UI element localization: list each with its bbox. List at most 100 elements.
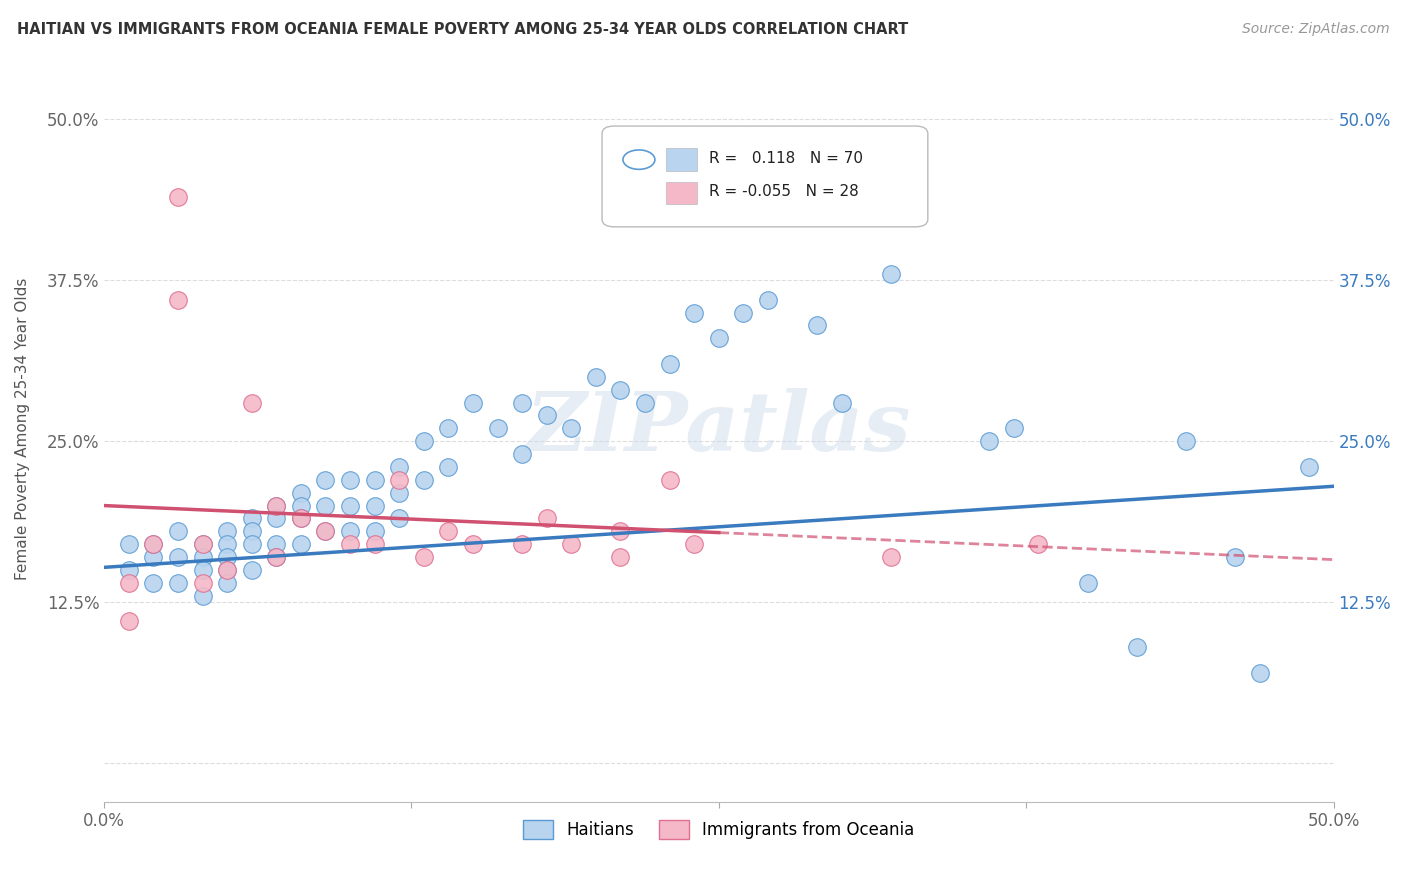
FancyBboxPatch shape xyxy=(602,126,928,227)
Point xyxy=(412,473,434,487)
Point xyxy=(536,409,558,423)
Point xyxy=(264,499,287,513)
Point xyxy=(240,563,263,577)
Point xyxy=(437,460,460,475)
Point xyxy=(290,485,312,500)
Point xyxy=(118,537,141,551)
Point xyxy=(118,563,141,577)
Point xyxy=(191,549,214,564)
Point xyxy=(339,537,361,551)
Point xyxy=(658,473,681,487)
Point xyxy=(290,499,312,513)
Point xyxy=(756,293,779,307)
Point xyxy=(437,524,460,539)
Point xyxy=(831,395,853,409)
Point xyxy=(118,615,141,629)
Point xyxy=(510,395,533,409)
Point xyxy=(118,575,141,590)
Point xyxy=(733,305,755,319)
Point xyxy=(609,524,631,539)
Text: Source: ZipAtlas.com: Source: ZipAtlas.com xyxy=(1241,22,1389,37)
Point xyxy=(264,537,287,551)
Point xyxy=(609,383,631,397)
Point xyxy=(339,524,361,539)
Point xyxy=(142,575,165,590)
Point xyxy=(339,499,361,513)
Point xyxy=(240,524,263,539)
Point xyxy=(339,473,361,487)
Point xyxy=(167,293,190,307)
Point xyxy=(191,563,214,577)
Point xyxy=(167,575,190,590)
Point xyxy=(191,575,214,590)
Point xyxy=(510,447,533,461)
Point xyxy=(142,549,165,564)
Point xyxy=(290,511,312,525)
Point xyxy=(314,499,336,513)
Point xyxy=(290,511,312,525)
Point xyxy=(1249,665,1271,680)
Point xyxy=(510,537,533,551)
Point xyxy=(609,549,631,564)
Point xyxy=(1077,575,1099,590)
Text: R =   0.118   N = 70: R = 0.118 N = 70 xyxy=(709,151,863,166)
Point xyxy=(264,549,287,564)
FancyBboxPatch shape xyxy=(666,148,697,171)
Point xyxy=(142,537,165,551)
Point xyxy=(363,537,385,551)
Point xyxy=(388,460,411,475)
Point xyxy=(560,537,582,551)
Point xyxy=(217,524,239,539)
Point xyxy=(388,511,411,525)
Point xyxy=(412,549,434,564)
Point xyxy=(486,421,509,435)
Point xyxy=(167,190,190,204)
Point xyxy=(290,537,312,551)
Point xyxy=(217,563,239,577)
Point xyxy=(240,537,263,551)
Point xyxy=(1223,549,1246,564)
Text: ZIPatlas: ZIPatlas xyxy=(526,388,911,468)
Point xyxy=(167,549,190,564)
Point xyxy=(240,395,263,409)
Circle shape xyxy=(623,150,655,169)
Legend: Haitians, Immigrants from Oceania: Haitians, Immigrants from Oceania xyxy=(516,813,921,846)
Point xyxy=(1028,537,1050,551)
Point xyxy=(191,537,214,551)
Point xyxy=(142,537,165,551)
Point xyxy=(683,305,706,319)
Point xyxy=(264,499,287,513)
Point xyxy=(634,395,657,409)
Point xyxy=(217,549,239,564)
Point xyxy=(658,357,681,371)
Point xyxy=(880,549,903,564)
Point xyxy=(1298,460,1320,475)
Point xyxy=(264,549,287,564)
Point xyxy=(707,331,730,345)
Point xyxy=(167,524,190,539)
Point xyxy=(314,473,336,487)
Point xyxy=(314,524,336,539)
Point xyxy=(806,318,828,333)
FancyBboxPatch shape xyxy=(666,182,697,204)
Point xyxy=(217,563,239,577)
Point xyxy=(585,370,607,384)
Point xyxy=(683,537,706,551)
Point xyxy=(461,395,484,409)
Text: HAITIAN VS IMMIGRANTS FROM OCEANIA FEMALE POVERTY AMONG 25-34 YEAR OLDS CORRELAT: HAITIAN VS IMMIGRANTS FROM OCEANIA FEMAL… xyxy=(17,22,908,37)
Point xyxy=(388,485,411,500)
Point xyxy=(461,537,484,551)
Point xyxy=(412,434,434,449)
Text: R = -0.055   N = 28: R = -0.055 N = 28 xyxy=(709,185,859,199)
Y-axis label: Female Poverty Among 25-34 Year Olds: Female Poverty Among 25-34 Year Olds xyxy=(15,277,30,580)
Point xyxy=(217,575,239,590)
Point xyxy=(363,499,385,513)
Point xyxy=(437,421,460,435)
Point xyxy=(1126,640,1149,654)
Point xyxy=(536,511,558,525)
Point xyxy=(240,511,263,525)
Point xyxy=(314,524,336,539)
Point xyxy=(560,421,582,435)
Point xyxy=(1175,434,1198,449)
Point xyxy=(1002,421,1025,435)
